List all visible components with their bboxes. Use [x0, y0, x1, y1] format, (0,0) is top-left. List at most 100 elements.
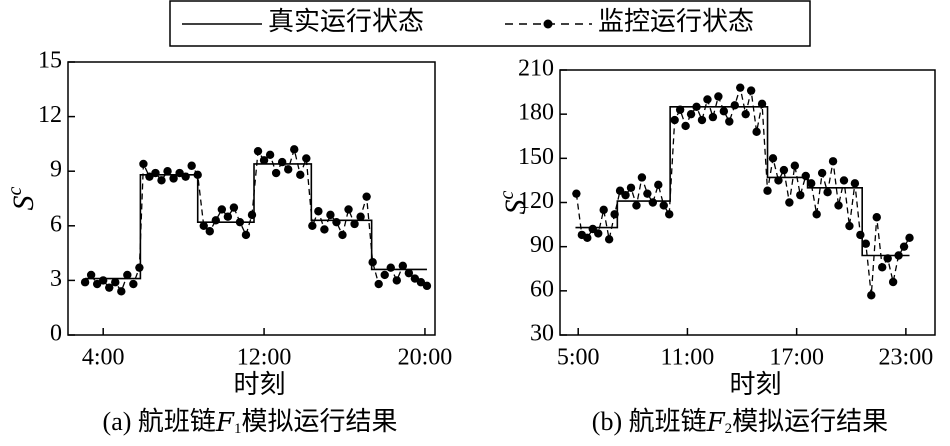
x-tick-label: 23:00	[879, 345, 934, 371]
point	[290, 145, 299, 154]
point	[92, 279, 102, 289]
point	[768, 154, 778, 163]
point	[392, 276, 401, 285]
point	[752, 127, 761, 137]
point	[398, 261, 408, 271]
point	[594, 229, 603, 238]
point	[111, 278, 120, 287]
point	[883, 254, 892, 263]
point	[320, 225, 329, 234]
y-tick-label: 12	[38, 102, 62, 128]
point	[757, 99, 767, 109]
point	[670, 115, 679, 125]
point	[572, 189, 581, 198]
point	[223, 212, 233, 221]
point	[878, 263, 887, 272]
point	[259, 156, 269, 165]
caption-part: 2	[725, 421, 733, 437]
caption-part: F	[215, 408, 235, 438]
point	[823, 187, 832, 197]
x-tick-label: 20:00	[398, 345, 453, 371]
point	[648, 198, 658, 207]
point	[86, 270, 96, 280]
point	[763, 186, 772, 195]
y-tick-label: 30	[530, 321, 554, 347]
point	[643, 189, 652, 198]
point	[169, 174, 178, 183]
y-tick-label: 120	[518, 188, 554, 214]
point	[746, 86, 756, 95]
point	[894, 251, 903, 260]
point	[899, 242, 909, 251]
y-axis-label-sup: c	[496, 190, 518, 199]
point	[374, 279, 383, 289]
point	[386, 263, 395, 272]
point	[856, 230, 865, 240]
caption-part: 模拟运行结果	[732, 407, 888, 436]
x-tick-label: 17:00	[769, 345, 824, 371]
x-tick-label: 4:00	[82, 345, 125, 371]
point	[681, 121, 690, 131]
point	[187, 161, 196, 170]
x-tick-label: 5:00	[557, 345, 600, 371]
point	[861, 239, 871, 248]
point	[905, 233, 914, 243]
point	[741, 109, 750, 119]
point	[302, 154, 311, 163]
point	[692, 102, 701, 112]
point	[725, 117, 734, 126]
legend-label: 真实运行状态	[268, 7, 424, 36]
y-axis-label-sup: c	[4, 186, 26, 195]
y-tick-label: 15	[38, 48, 62, 74]
point	[241, 230, 251, 240]
point	[229, 203, 239, 212]
y-axis-label-base: S	[499, 199, 532, 214]
point	[314, 207, 323, 216]
point	[621, 190, 630, 200]
point	[129, 279, 138, 289]
point	[697, 115, 707, 125]
point	[665, 210, 674, 219]
point	[205, 227, 214, 236]
point	[637, 173, 647, 182]
point	[277, 157, 287, 167]
y-tick-label: 210	[518, 56, 554, 82]
point	[714, 92, 723, 101]
point	[247, 210, 257, 220]
point	[583, 233, 592, 243]
point	[845, 221, 854, 231]
y-tick-label: 3	[50, 266, 62, 292]
point	[362, 192, 371, 201]
legend-marker	[543, 19, 553, 29]
point	[117, 287, 126, 296]
point	[828, 157, 838, 166]
point	[422, 281, 432, 291]
point	[344, 205, 353, 214]
point	[175, 168, 184, 178]
point	[774, 176, 783, 185]
point	[834, 201, 843, 210]
point	[380, 270, 389, 280]
point	[157, 176, 166, 185]
point	[98, 276, 108, 285]
point	[217, 205, 227, 214]
point	[708, 112, 718, 122]
point	[271, 168, 281, 178]
point	[790, 161, 800, 170]
y-axis-label: Sc	[4, 186, 40, 210]
point	[796, 190, 805, 200]
y-tick-label: 90	[530, 232, 554, 258]
point	[193, 170, 202, 180]
point	[105, 283, 114, 292]
point	[719, 107, 729, 116]
caption-part: 模拟运行结果	[241, 407, 397, 436]
point	[654, 180, 663, 190]
point	[779, 165, 789, 175]
point	[404, 268, 414, 278]
point	[730, 101, 739, 110]
point	[416, 278, 426, 287]
point	[888, 277, 898, 287]
y-tick-label: 60	[530, 276, 554, 302]
legend-box	[169, 0, 811, 47]
